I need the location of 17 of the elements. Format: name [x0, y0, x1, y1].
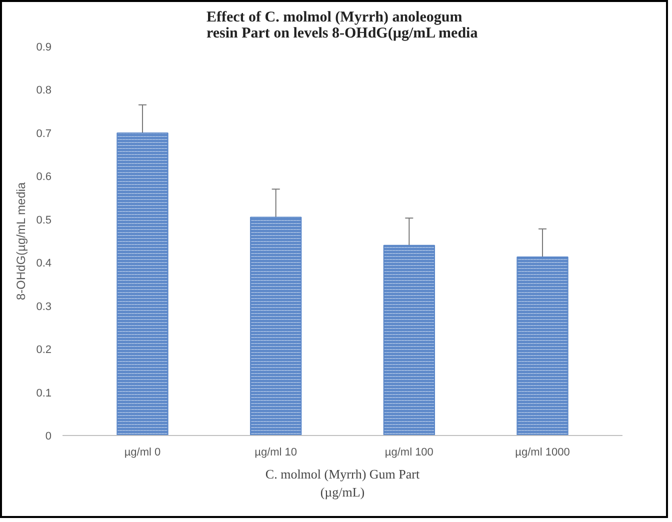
chart-title: Effect of C. molmol (Myrrh) anoleogum resin Part on levels 8-OHdG(µg/mL media	[206, 10, 478, 42]
y-tick-label: 0.9	[36, 42, 52, 54]
y-tick-label: 0	[45, 430, 52, 442]
y-tick-label: 0.2	[36, 344, 52, 356]
x-tick-label: µg/ml 10	[254, 446, 298, 458]
y-tick-label: 0.3	[36, 300, 52, 313]
y-tick-label: 0.6	[36, 171, 52, 184]
y-tick-label: 0.1	[36, 387, 52, 400]
y-tick-label: 0.5	[36, 214, 52, 226]
x-axis-title: C. molmol (Myrrh) Gum Part (µg/mL)	[265, 466, 420, 500]
x-tick-label: µg/ml 1000	[515, 446, 570, 458]
y-tick-label: 0.4	[36, 258, 52, 270]
y-tick-label: 0.7	[36, 128, 52, 140]
x-tick-label: µg/ml 100	[384, 446, 434, 458]
y-axis-title: 8-OHdG(µg/mL media	[14, 182, 28, 300]
y-tick-label: 0.8	[36, 84, 52, 97]
x-tick-label: µg/ml 0	[124, 446, 161, 458]
